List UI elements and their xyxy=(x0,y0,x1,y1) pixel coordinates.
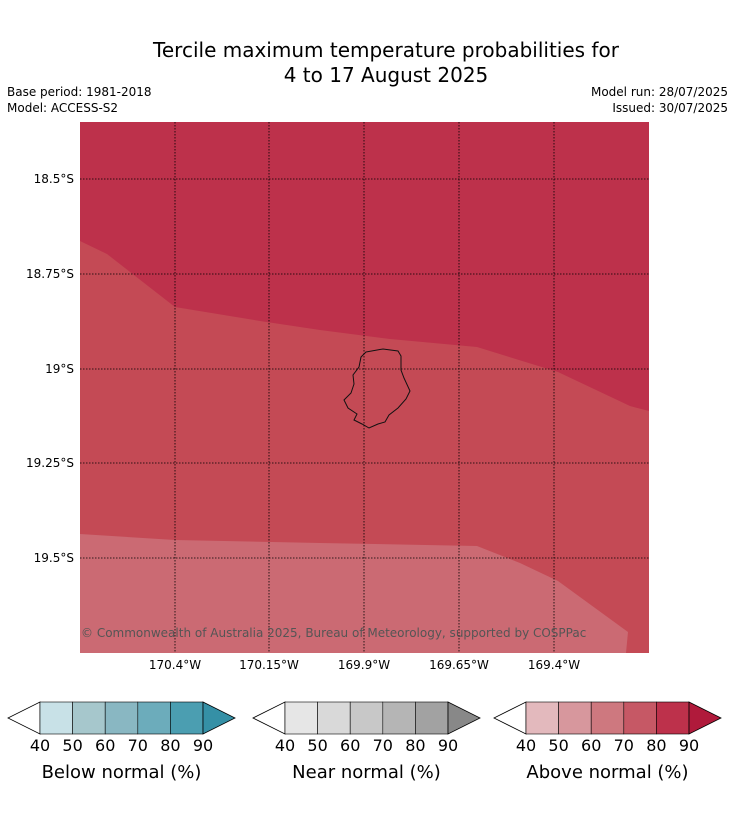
legends: 40 50 60 70 80 90 Below normal (%) 40 50 60 70 80 90… xyxy=(7,701,722,783)
colorbar-segment xyxy=(656,701,690,735)
colorbar-max-extend xyxy=(688,701,722,735)
colorbar-tick-label: 40 xyxy=(516,736,536,755)
model-name: Model: ACCESS-S2 xyxy=(7,101,119,115)
colorbar-tick-label: 70 xyxy=(614,736,634,755)
colorbar-tick-label: 80 xyxy=(405,736,425,755)
lon-label: 170.4°W xyxy=(149,658,201,672)
island-outline xyxy=(343,348,411,429)
colorbar-min-extend xyxy=(252,701,286,735)
colorbar-tick-label: 90 xyxy=(193,736,213,755)
colorbar-tick-label: 50 xyxy=(548,736,568,755)
lon-label: 169.9°W xyxy=(338,658,390,672)
colorbar-segment xyxy=(382,701,416,735)
gridlines xyxy=(80,122,649,653)
colorbar-above: 40 50 60 70 80 90 Above normal (%) xyxy=(493,701,722,783)
lat-label: 19.5°S xyxy=(34,551,74,565)
colorbar-segment xyxy=(137,701,171,735)
colorbar-min-extend xyxy=(7,701,41,735)
colorbar-segment xyxy=(72,701,106,735)
meta-right: Model run: 28/07/2025 Issued: 30/07/2025 xyxy=(591,84,728,116)
colorbar-tick-label: 60 xyxy=(581,736,601,755)
title-line-2: 4 to 17 August 2025 xyxy=(283,63,489,87)
model-run: Model run: 28/07/2025 xyxy=(590,85,728,99)
lon-label: 169.65°W xyxy=(429,658,489,672)
lat-labels: 18.5°S 18.75°S 19°S 19.25°S 19.5°S xyxy=(26,172,74,565)
colorbar-segment xyxy=(284,701,318,735)
colorbar-segment xyxy=(170,701,204,735)
colorbar-near: 40 50 60 70 80 90 Near normal (%) xyxy=(252,701,481,783)
zone-above-60-70 xyxy=(80,534,628,653)
colorbar-tick-label: 80 xyxy=(160,736,180,755)
meta-left: Base period: 1981-2018 Model: ACCESS-S2 xyxy=(7,84,152,116)
colorbar-tick-label: 70 xyxy=(373,736,393,755)
colorbar-segment xyxy=(623,701,657,735)
colorbar-segment xyxy=(39,701,73,735)
colorbar-tick-label: 40 xyxy=(275,736,295,755)
title-line-1: Tercile maximum temperature probabilitie… xyxy=(153,38,619,62)
colorbar-tick-label: 70 xyxy=(128,736,148,755)
colorbar-tick-label: 90 xyxy=(679,736,699,755)
colorbar-max-extend xyxy=(447,701,481,735)
colorbar-segment xyxy=(590,701,625,735)
lat-label: 18.5°S xyxy=(34,172,74,186)
colorbar-segment xyxy=(525,701,559,735)
colorbar-tick-label: 90 xyxy=(438,736,458,755)
colorbar-tick-label: 80 xyxy=(646,736,666,755)
colorbar-segment xyxy=(349,701,384,735)
colorbar-tick-label: 50 xyxy=(307,736,327,755)
colorbar-tick-label: 60 xyxy=(95,736,115,755)
base-period: Base period: 1981-2018 xyxy=(7,85,152,99)
colorbar-tick-label: 50 xyxy=(62,736,82,755)
lat-label: 19°S xyxy=(45,362,74,376)
colorbar-segment xyxy=(104,701,139,735)
map-area: © Commonwealth of Australia 2025, Bureau… xyxy=(80,122,649,653)
colorbar-min-extend xyxy=(493,701,527,735)
colorbar-label: Above normal (%) xyxy=(526,762,688,783)
colorbar-tick-label: 40 xyxy=(30,736,50,755)
colorbar-label: Below normal (%) xyxy=(42,762,202,783)
colorbar-segment xyxy=(558,701,592,735)
copyright-credit: © Commonwealth of Australia 2025, Bureau… xyxy=(81,626,586,640)
colorbar-max-extend xyxy=(202,701,236,735)
lon-label: 169.4°W xyxy=(528,658,580,672)
colorbar-label: Near normal (%) xyxy=(292,762,441,783)
colorbar-tick-label: 60 xyxy=(340,736,360,755)
colorbar-segment xyxy=(415,701,449,735)
lat-label: 18.75°S xyxy=(26,267,74,281)
colorbar-segment xyxy=(317,701,351,735)
lon-label: 170.15°W xyxy=(239,658,299,672)
chart-title: Tercile maximum temperature probabilitie… xyxy=(0,38,736,88)
colorbar-below: 40 50 60 70 80 90 Below normal (%) xyxy=(7,701,236,783)
lat-label: 19.25°S xyxy=(26,456,74,470)
issued-date: Issued: 30/07/2025 xyxy=(612,101,728,115)
lon-labels: 170.4°W 170.15°W 169.9°W 169.65°W 169.4°… xyxy=(149,658,580,672)
